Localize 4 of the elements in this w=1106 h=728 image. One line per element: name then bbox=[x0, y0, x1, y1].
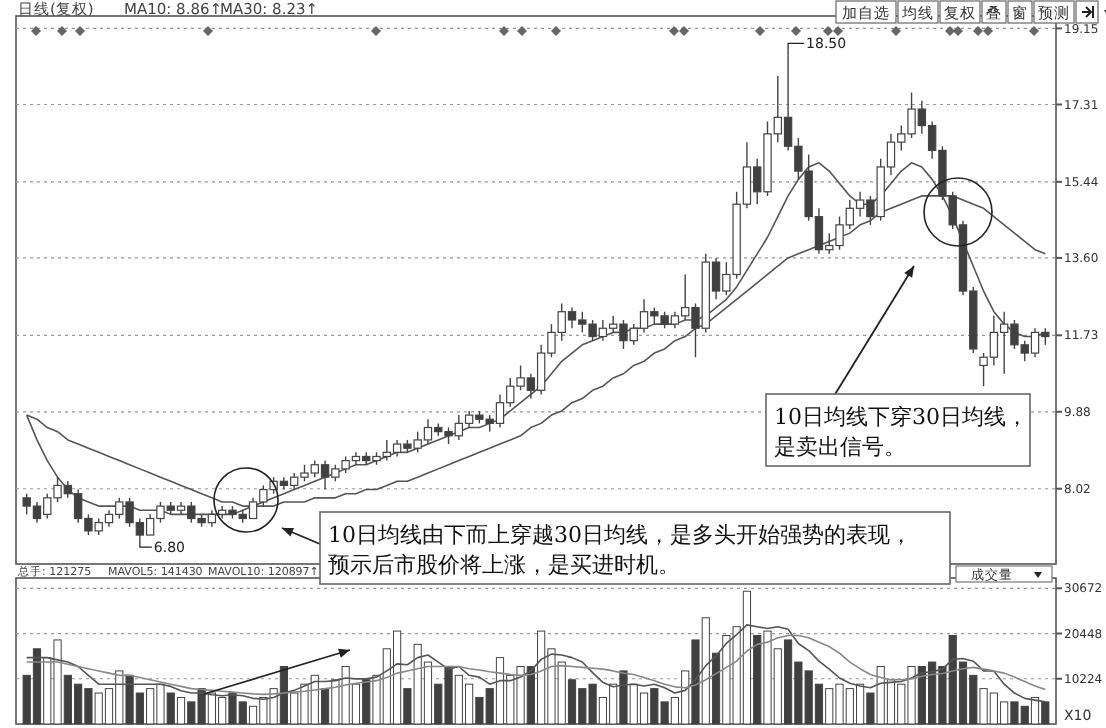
annotation: 10日均线由下而上穿越30日均线，是多头开始强势的表现，预示后市股价将上涨，是买进时机。 bbox=[328, 522, 912, 578]
annotation: 10日均线下穿30日均线，是卖出信号。 bbox=[774, 404, 1028, 460]
line-series bbox=[25, 634, 1047, 696]
line-series bbox=[25, 624, 1047, 703]
